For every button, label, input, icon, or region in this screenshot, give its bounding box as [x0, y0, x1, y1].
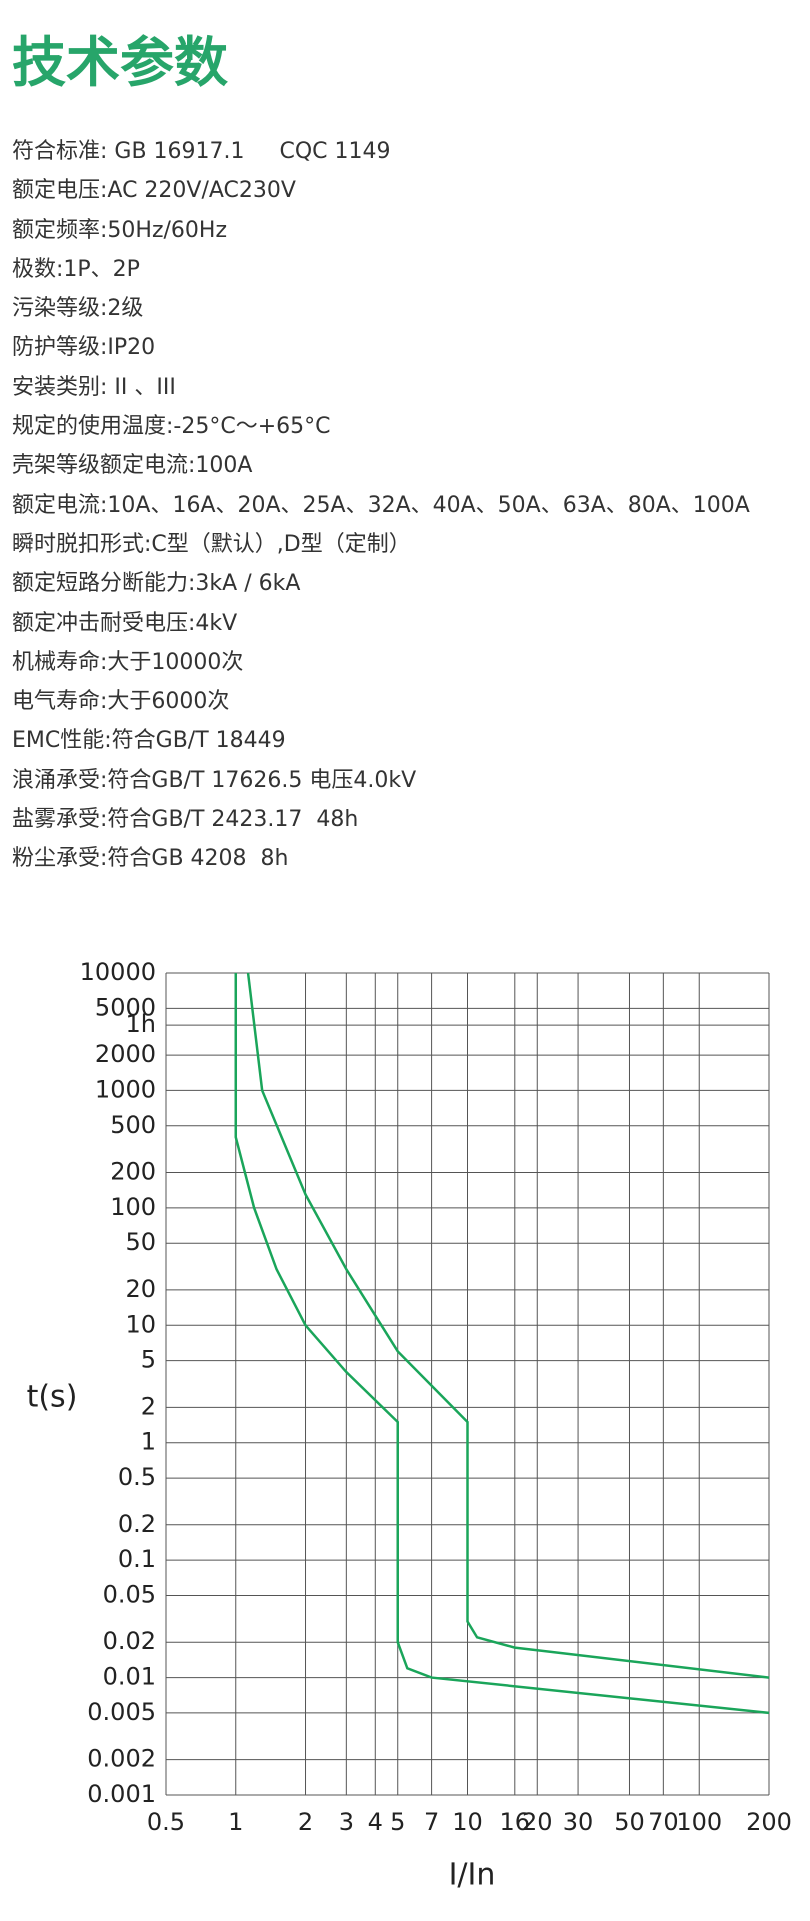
spec-line: 粉尘承受:符合GB 4208 8h	[12, 846, 289, 872]
spec-line: 符合标准: GB 16917.1 CQC 1149	[12, 139, 391, 164]
y-tick-label: 500	[110, 1111, 156, 1139]
y-tick-label: 0.001	[87, 1780, 156, 1808]
spec-line: 额定电流:10A、16A、20A、25A、32A、40A、50A、63A、80A…	[12, 492, 750, 518]
spec-line: 盐雾承受:符合GB/T 2423.17 48h	[12, 807, 359, 833]
trip-curve	[246, 972, 770, 1679]
spec-line: 安装类别: II 、III	[12, 374, 176, 400]
y-tick-label: 10000	[80, 958, 156, 986]
y-tick-label: 5000	[95, 993, 156, 1021]
x-tick-label: 70	[648, 1808, 679, 1836]
spec-line: 机械寿命:大于10000次	[12, 649, 244, 675]
y-tick-label: 5	[141, 1346, 156, 1374]
y-tick-label: 0.1	[118, 1545, 156, 1573]
y-tick-label: 200	[110, 1158, 156, 1186]
y-tick-label: 0.05	[103, 1580, 156, 1608]
spec-line: 额定短路分断能力:3kA / 6kA	[12, 571, 301, 597]
spec-line: 极数:1P、2P	[12, 256, 140, 282]
spec-line: 污染等级:2级	[12, 296, 144, 322]
spec-line: 瞬时脱扣形式:C型（默认）,D型（定制）	[12, 531, 411, 557]
spec-line: 壳架等级额定电流:100A	[12, 453, 253, 479]
x-tick-label: 2	[298, 1808, 313, 1836]
spec-line: 浪涌承受:符合GB/T 17626.5 电压4.0kV	[12, 767, 417, 793]
x-tick-label: 1	[228, 1808, 243, 1836]
spec-line: 额定频率:50Hz/60Hz	[12, 217, 227, 243]
spec-line: EMC性能:符合GB/T 18449	[12, 728, 286, 754]
y-tick-label: 1	[141, 1428, 156, 1456]
x-tick-label: 100	[676, 1808, 722, 1836]
y-tick-label: 20	[125, 1275, 156, 1303]
y-axis-label: t(s)	[27, 1380, 78, 1415]
x-tick-label: 50	[614, 1808, 645, 1836]
x-tick-label: 16	[500, 1808, 531, 1836]
y-tick-label: 1000	[95, 1075, 156, 1103]
y-tick-label: 0.5	[118, 1463, 156, 1491]
trip-curve	[234, 973, 770, 1715]
x-tick-label: 10	[452, 1808, 483, 1836]
y-tick-label: 1h	[126, 1010, 156, 1038]
y-tick-label: 0.01	[103, 1663, 156, 1691]
y-tick-label: 100	[110, 1193, 156, 1221]
spec-line: 电气寿命:大于6000次	[12, 689, 230, 715]
x-tick-label: 0.5	[147, 1808, 185, 1836]
y-tick-label: 0.2	[118, 1510, 156, 1538]
x-tick-label: 3	[339, 1808, 354, 1836]
spec-line: 额定冲击耐受电压:4kV	[12, 610, 238, 636]
x-tick-label: 4	[368, 1808, 383, 1836]
x-tick-label: 200	[746, 1808, 792, 1836]
spec-list: 符合标准: GB 16917.1 CQC 1149 额定电压:AC 220V/AC…	[12, 132, 750, 879]
y-tick-label: 0.005	[87, 1698, 156, 1726]
y-tick-label: 50	[125, 1228, 156, 1256]
x-tick-label: 5	[390, 1808, 405, 1836]
spec-line: 防护等级:IP20	[12, 335, 156, 361]
y-tick-label: 0.02	[103, 1627, 156, 1655]
spec-line: 额定电压:AC 220V/AC230V	[12, 178, 296, 204]
y-tick-label: 10	[125, 1310, 156, 1338]
spec-line: 规定的使用温度:-25°C～+65°C	[12, 414, 331, 440]
x-tick-label: 30	[563, 1808, 594, 1836]
title: 技术参数	[12, 31, 228, 94]
x-axis-label: I/In	[449, 1858, 496, 1893]
y-tick-label: 0.002	[87, 1745, 156, 1773]
x-tick-label: 7	[424, 1808, 439, 1836]
x-tick-label: 20	[522, 1808, 553, 1836]
y-tick-label: 2000	[95, 1040, 156, 1068]
y-tick-label: 2	[141, 1392, 156, 1420]
